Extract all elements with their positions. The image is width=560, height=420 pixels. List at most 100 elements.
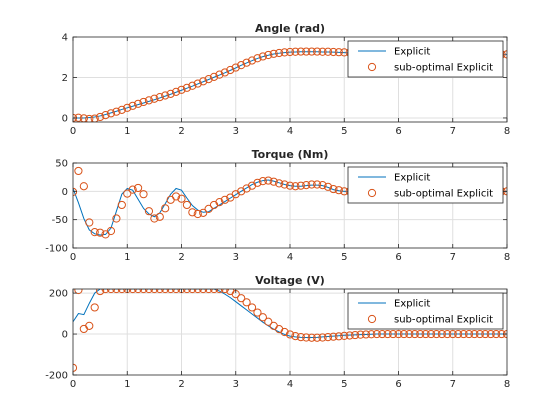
y-tick-label: 0 <box>62 330 68 341</box>
legend: Explicit sub-optimal Explicit <box>347 166 504 204</box>
chart-title: Torque (Nm) <box>252 148 329 161</box>
data-point <box>275 179 284 188</box>
data-point <box>459 329 468 339</box>
data-point <box>264 317 273 326</box>
data-point <box>345 331 354 340</box>
data-point <box>161 204 170 213</box>
data-point <box>340 331 349 340</box>
data-point <box>492 329 501 339</box>
data-point <box>171 289 181 294</box>
data-point <box>96 228 105 237</box>
data-point <box>226 65 235 75</box>
data-point <box>161 289 170 294</box>
data-point <box>237 61 246 70</box>
x-tick-label: 2 <box>178 126 184 137</box>
data-point <box>399 329 409 339</box>
data-point <box>372 329 381 339</box>
legend-box <box>347 292 504 330</box>
data-point <box>155 93 164 102</box>
data-point <box>323 333 333 342</box>
data-point <box>215 70 224 79</box>
data-point <box>307 333 316 342</box>
data-point <box>296 47 305 56</box>
chart-title: Angle (rad) <box>255 22 325 35</box>
data-point <box>443 329 452 339</box>
data-point <box>258 177 267 186</box>
data-point <box>291 182 300 191</box>
data-point <box>182 83 192 92</box>
data-point <box>296 181 305 190</box>
legend: Explicit sub-optimal Explicit <box>347 292 504 330</box>
x-tick-label: 8 <box>504 379 510 390</box>
legend-box <box>347 166 504 204</box>
data-point <box>421 329 430 339</box>
data-point <box>437 329 446 339</box>
data-point <box>112 289 121 294</box>
data-point <box>329 47 338 57</box>
data-point <box>247 56 257 65</box>
x-tick-label: 1 <box>124 126 130 137</box>
data-point <box>177 194 186 203</box>
data-point <box>486 329 495 339</box>
data-point <box>112 214 121 223</box>
x-tick-label: 0 <box>70 252 76 263</box>
data-point <box>117 105 126 114</box>
data-point <box>253 178 262 187</box>
y-tick-label: 50 <box>55 159 68 170</box>
data-point <box>318 333 327 342</box>
data-point <box>106 289 116 294</box>
data-point <box>123 103 132 112</box>
y-tick-label: 0 <box>62 113 68 124</box>
data-point <box>378 329 387 339</box>
data-point <box>253 54 262 63</box>
data-point <box>307 180 316 189</box>
data-point <box>302 47 311 56</box>
data-point <box>193 79 202 88</box>
data-point <box>432 329 441 339</box>
data-point <box>134 183 143 193</box>
data-point <box>215 289 224 294</box>
data-point <box>155 289 164 294</box>
y-tick-label: -100 <box>45 244 68 255</box>
data-point <box>74 166 83 176</box>
legend-label-explicit: Explicit <box>394 173 430 184</box>
data-point <box>209 289 219 294</box>
data-point <box>280 327 289 337</box>
data-point <box>199 208 208 217</box>
data-point <box>96 289 105 296</box>
data-point <box>188 208 197 217</box>
chart-panel-2: 0 1 2 3 4 5 6 7 8 -100 -50 0 50 Torque (Nm) Explicit su… <box>45 148 510 263</box>
data-point <box>470 329 479 339</box>
data-point <box>426 329 436 339</box>
data-point <box>307 47 316 56</box>
data-point <box>323 182 333 191</box>
data-point <box>101 111 110 120</box>
data-point <box>242 298 251 307</box>
data-point <box>166 89 175 98</box>
data-point <box>171 192 181 201</box>
data-point <box>269 49 278 58</box>
data-point <box>150 289 159 294</box>
x-tick-label: 5 <box>341 252 347 263</box>
x-tick-label: 6 <box>395 379 401 390</box>
data-point <box>85 321 94 330</box>
data-point <box>318 47 327 56</box>
data-point <box>74 289 83 295</box>
y-tick-label: -50 <box>52 215 68 226</box>
x-tick-label: 7 <box>450 126 456 137</box>
data-point <box>334 48 343 57</box>
data-point <box>285 330 295 339</box>
data-point <box>209 72 219 81</box>
data-point <box>166 195 175 204</box>
data-point <box>361 330 371 339</box>
data-point <box>188 289 197 294</box>
x-tick-label: 4 <box>287 126 293 137</box>
data-point <box>90 114 99 122</box>
data-point <box>264 176 273 185</box>
data-point <box>285 181 295 190</box>
data-point <box>481 329 490 339</box>
data-point <box>150 214 159 223</box>
data-point <box>144 96 154 105</box>
data-point <box>231 63 240 72</box>
